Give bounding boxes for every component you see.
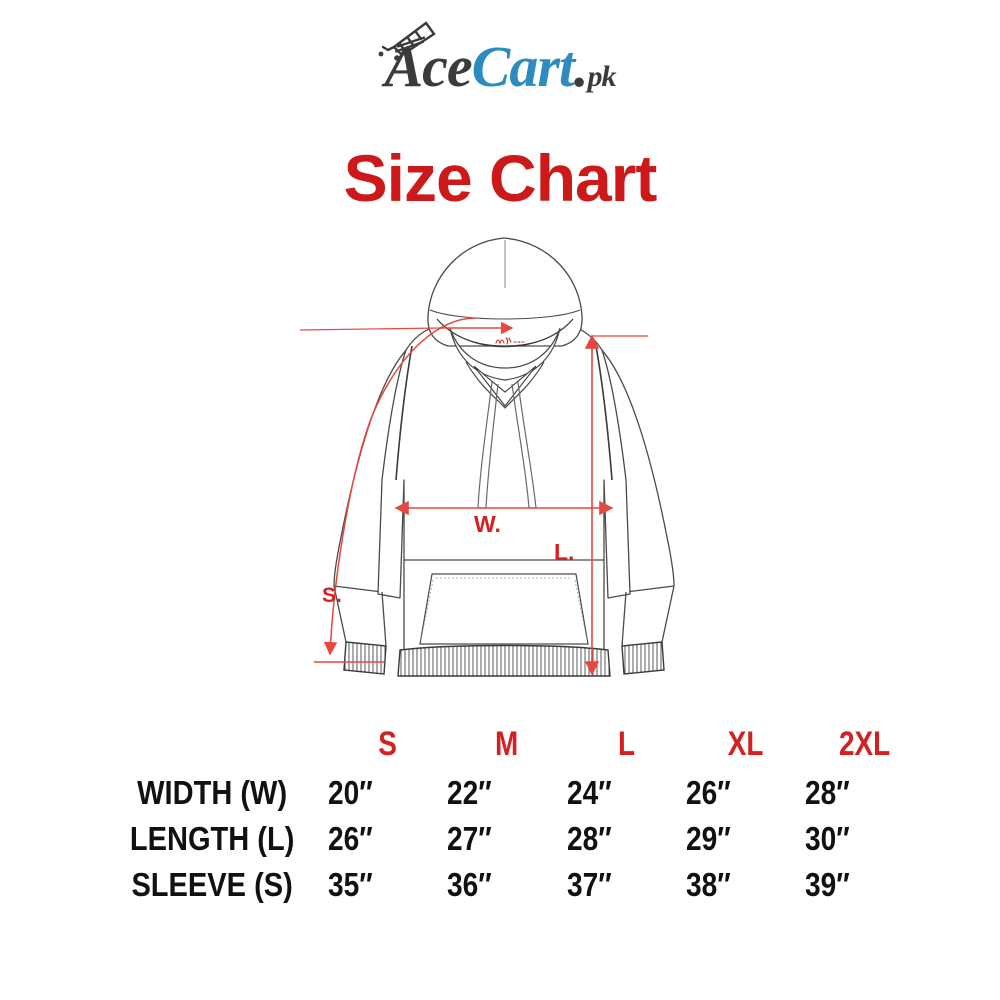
sleeve-label: S.	[322, 584, 342, 607]
cell-sleeve-xl: 38″	[685, 866, 731, 903]
cell-length-l: 28″	[566, 820, 612, 857]
cell-width-xl: 26″	[685, 774, 731, 811]
hoodie-illustration: S. W. L.	[299, 230, 720, 710]
hoodie-technical-drawing-svg: S. W. L.	[299, 237, 675, 677]
sleeve-measure-line	[314, 317, 477, 663]
sleeve-cuffs	[343, 641, 665, 675]
cell-width-l: 24″	[566, 774, 612, 811]
size-header-xl: XL	[727, 724, 764, 763]
table-corner-cell	[96, 718, 328, 770]
brand-tld: pk	[587, 60, 617, 93]
size-header-m: M	[495, 724, 519, 763]
table-row: WIDTH (W) 20″ 22″ 24″ 26″ 28″	[96, 770, 924, 816]
hood-lining	[436, 318, 574, 348]
drawstrings	[477, 381, 537, 509]
size-header-2xl: 2XL	[838, 724, 890, 763]
table-header-row: S M L XL 2XL	[96, 718, 924, 770]
cell-sleeve-m: 36″	[447, 866, 493, 903]
row-label-sleeve: SLEEVE (S)	[131, 866, 293, 903]
cell-width-m: 22″	[447, 774, 493, 811]
cell-sleeve-2xl: 39″	[804, 866, 850, 903]
cell-width-s: 20″	[328, 774, 373, 811]
table-row: LENGTH (L) 26″ 27″ 28″ 29″ 30″	[96, 816, 924, 862]
cell-width-2xl: 28″	[804, 774, 850, 811]
cell-length-2xl: 30″	[804, 820, 850, 857]
cell-length-xl: 29″	[685, 820, 731, 857]
hood-inner-arrow	[299, 321, 514, 335]
cell-sleeve-l: 37″	[566, 866, 612, 903]
width-label: W.	[474, 511, 501, 537]
size-table-container: S M L XL 2XL WIDTH (W) 20″ 22″ 24″ 26″ 2…	[96, 718, 924, 908]
page-title: Size Chart	[343, 141, 658, 215]
bottom-hem-rib	[397, 644, 611, 677]
cell-length-m: 27″	[447, 820, 493, 857]
row-label-length: LENGTH (L)	[129, 820, 295, 857]
shopping-cart-icon	[379, 21, 437, 61]
size-chart-table: S M L XL 2XL WIDTH (W) 20″ 22″ 24″ 26″ 2…	[96, 718, 924, 908]
length-label: L.	[554, 539, 574, 565]
cell-length-s: 26″	[328, 820, 373, 857]
brand-script-mark	[495, 337, 525, 345]
row-label-width: WIDTH (W)	[137, 774, 288, 811]
length-measure-line	[584, 334, 648, 676]
brand-name-cart: Cart	[471, 34, 575, 99]
hoodie-body-outline	[333, 321, 675, 651]
brand-dot: .	[574, 34, 588, 99]
table-row: SLEEVE (S) 35″ 36″ 37″ 38″ 39″	[96, 862, 924, 908]
size-header-l: L	[617, 724, 635, 763]
size-header-s: S	[378, 724, 398, 763]
brand-logo: AceCart.pk	[0, 21, 1000, 118]
cell-sleeve-s: 35″	[328, 866, 373, 903]
